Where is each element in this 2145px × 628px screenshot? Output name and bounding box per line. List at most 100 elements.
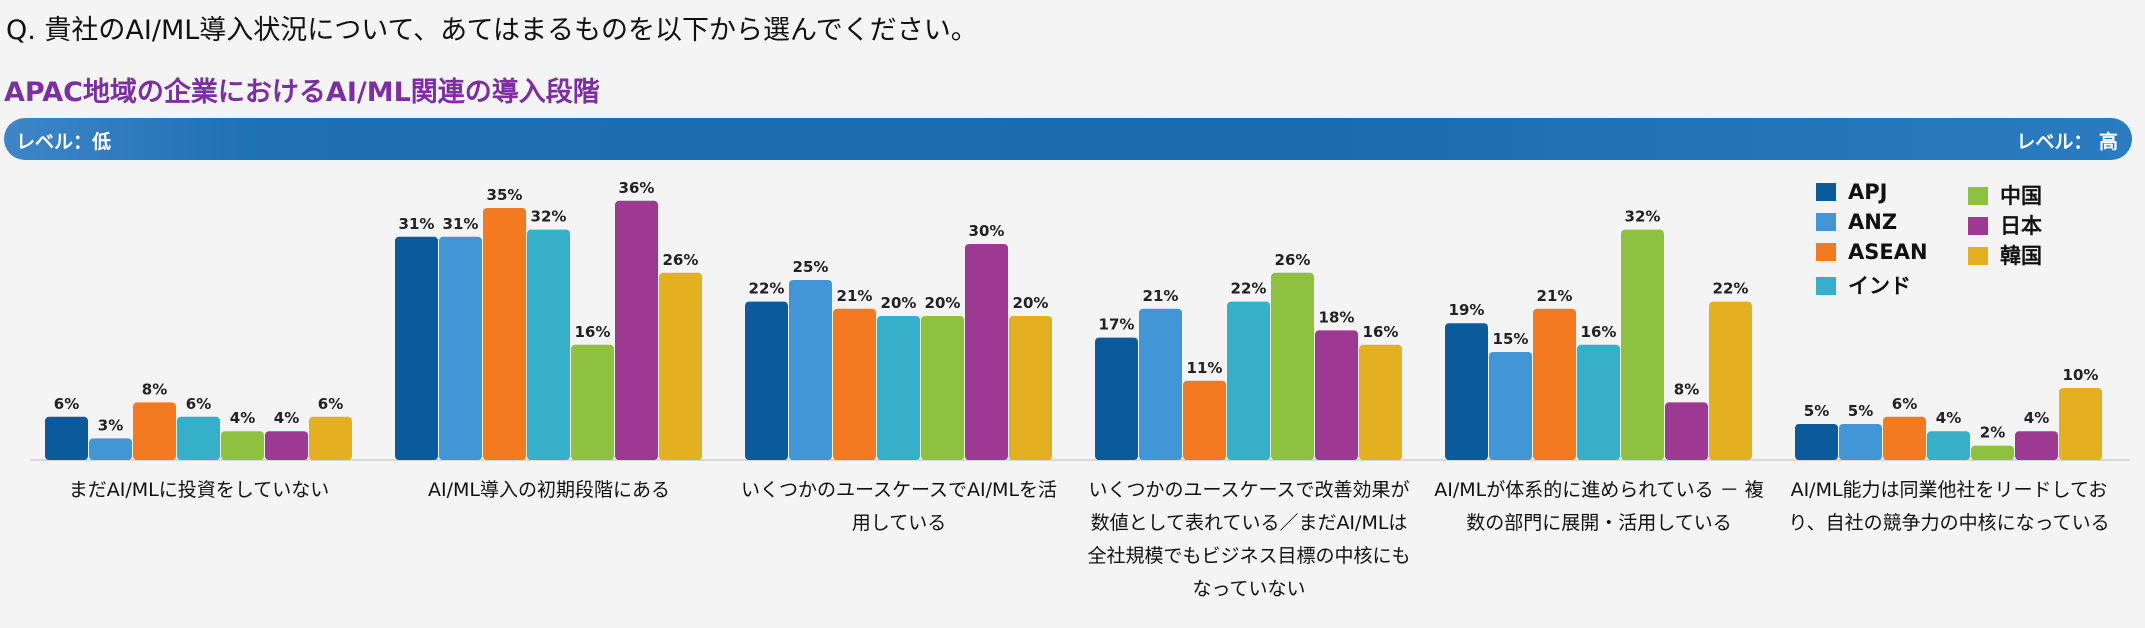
legend-item: APJ bbox=[1816, 180, 1887, 204]
legend-swatch bbox=[1816, 277, 1836, 295]
bar bbox=[1883, 416, 1926, 460]
bar bbox=[89, 438, 132, 460]
legend-swatch bbox=[1968, 187, 1988, 205]
bar bbox=[133, 402, 176, 460]
bar bbox=[1927, 431, 1970, 460]
legend-swatch bbox=[1968, 247, 1988, 265]
bar bbox=[1271, 272, 1314, 460]
data-label: 21% bbox=[837, 287, 873, 305]
data-label: 16% bbox=[1363, 323, 1399, 341]
legend-swatch bbox=[1816, 183, 1836, 201]
data-label: 21% bbox=[1143, 287, 1179, 305]
data-label: 15% bbox=[1493, 330, 1529, 348]
bar bbox=[395, 236, 438, 460]
bar bbox=[1577, 344, 1620, 460]
legend-label: APJ bbox=[1848, 180, 1888, 204]
bar bbox=[1227, 301, 1270, 460]
bar bbox=[571, 344, 614, 460]
category-label: AI/MLが体系的に進められている － 複数の部門に展開・活用している bbox=[1434, 479, 1764, 534]
question-text: Q. 貴社のAI/ML導入状況について、あてはまるものを以下から選んでください。 bbox=[6, 15, 978, 46]
legend-item: 中国 bbox=[1968, 180, 2042, 210]
legend-swatch bbox=[1816, 213, 1836, 231]
bar bbox=[659, 272, 702, 460]
chart-title: APAC地域の企業におけるAI/ML関連の導入段階 bbox=[4, 77, 600, 108]
bar bbox=[177, 416, 220, 460]
data-label: 8% bbox=[142, 380, 167, 398]
data-label: 17% bbox=[1099, 316, 1135, 334]
data-label: 31% bbox=[443, 215, 479, 233]
bar bbox=[2015, 431, 2058, 460]
data-label: 19% bbox=[1449, 301, 1485, 319]
data-label: 10% bbox=[2063, 366, 2099, 384]
level-low-label: レベル：低 bbox=[16, 131, 112, 153]
legend-label: 中国 bbox=[2000, 184, 2042, 208]
bar bbox=[439, 236, 482, 460]
bar bbox=[1709, 301, 1752, 460]
category-label: いくつかのユースケースで改善効果が数値として表れている／まだAI/MLは全社規模… bbox=[1087, 479, 1411, 600]
data-label: 36% bbox=[619, 179, 655, 197]
data-label: 30% bbox=[969, 222, 1005, 240]
bar bbox=[1665, 402, 1708, 460]
data-label: 11% bbox=[1187, 359, 1223, 377]
bar bbox=[309, 416, 352, 460]
bar bbox=[1183, 380, 1226, 460]
data-label: 32% bbox=[531, 208, 567, 226]
legend-label: 韓国 bbox=[2000, 244, 2042, 268]
data-label: 4% bbox=[230, 409, 255, 427]
bar bbox=[1139, 308, 1182, 460]
bar bbox=[265, 431, 308, 460]
data-label: 2% bbox=[1980, 424, 2005, 442]
category-label: いくつかのユースケースでAI/MLを活用している bbox=[740, 479, 1058, 534]
bar bbox=[877, 316, 920, 460]
data-label: 16% bbox=[1581, 323, 1617, 341]
bar bbox=[745, 301, 788, 460]
bar bbox=[1095, 337, 1138, 460]
legend-label: 日本 bbox=[2000, 214, 2042, 238]
data-label: 25% bbox=[793, 258, 829, 276]
legend-item: 日本 bbox=[1968, 210, 2042, 240]
data-label: 26% bbox=[1275, 251, 1311, 269]
data-label: 8% bbox=[1674, 380, 1699, 398]
bar bbox=[1009, 316, 1052, 460]
bar bbox=[1971, 445, 2014, 460]
bar bbox=[965, 244, 1008, 460]
bar bbox=[1533, 308, 1576, 460]
data-label: 6% bbox=[1892, 395, 1917, 413]
bar bbox=[527, 229, 570, 460]
bar bbox=[1445, 323, 1488, 460]
data-label: 20% bbox=[925, 294, 961, 312]
data-label: 18% bbox=[1319, 308, 1355, 326]
data-label: 4% bbox=[274, 409, 299, 427]
bar bbox=[1489, 352, 1532, 460]
legend-swatch bbox=[1816, 243, 1836, 261]
data-label: 5% bbox=[1804, 402, 1829, 420]
bar bbox=[615, 200, 658, 461]
category-label: AI/ML能力は同業他社をリードしており、自社の競争力の中核になっている bbox=[1788, 479, 2110, 534]
bar bbox=[2059, 388, 2102, 460]
data-label: 35% bbox=[487, 186, 523, 204]
data-label: 22% bbox=[1713, 280, 1749, 298]
level-high-label: レベル： 高 bbox=[2016, 131, 2118, 153]
bar bbox=[1359, 344, 1402, 460]
data-label: 4% bbox=[2024, 409, 2049, 427]
legend-label: ASEAN bbox=[1848, 240, 1928, 264]
bar bbox=[833, 308, 876, 460]
legend-swatch bbox=[1968, 217, 1988, 235]
data-label: 6% bbox=[186, 395, 211, 413]
data-label: 32% bbox=[1625, 208, 1661, 226]
data-label: 26% bbox=[663, 251, 699, 269]
bar bbox=[221, 431, 264, 460]
bar bbox=[1315, 330, 1358, 460]
level-band: レベル：低 レベル： 高 bbox=[4, 118, 2132, 160]
data-label: 3% bbox=[98, 416, 123, 434]
data-label: 20% bbox=[881, 294, 917, 312]
legend-item: ANZ bbox=[1816, 210, 1897, 234]
bar bbox=[921, 316, 964, 460]
data-label: 6% bbox=[318, 395, 343, 413]
data-label: 20% bbox=[1013, 294, 1049, 312]
legend-label: インド bbox=[1848, 274, 1911, 298]
data-label: 5% bbox=[1848, 402, 1873, 420]
data-label: 4% bbox=[1936, 409, 1961, 427]
bar bbox=[1839, 424, 1882, 460]
